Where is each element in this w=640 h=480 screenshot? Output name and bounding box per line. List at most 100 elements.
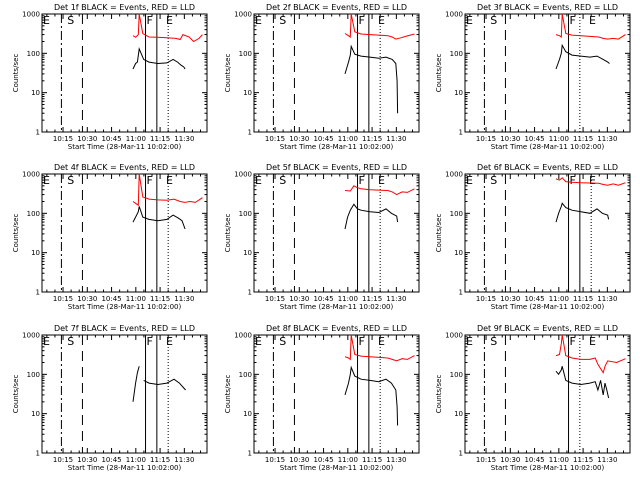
x-tick-label: 10:30 — [77, 456, 97, 464]
event-marker-label: S — [490, 174, 497, 187]
x-tick-label: 11:15 — [362, 135, 382, 143]
series-line — [344, 13, 415, 40]
x-tick-label: 11:30 — [386, 135, 406, 143]
event-marker-label: F — [359, 335, 365, 348]
x-axis-label: Start Time (28-Mar-11 10:02:00) — [491, 303, 605, 311]
event-marker-label: E — [43, 174, 50, 187]
detector-panel-4: Det 4f BLACK = Events, RED = LLD 1 10 100 10… — [12, 163, 208, 311]
plot-frame — [41, 13, 208, 133]
event-marker-label: S — [67, 14, 74, 27]
panel-title: Det 3f BLACK = Events, RED = LLD — [477, 3, 618, 12]
series-line — [344, 44, 399, 114]
y-tick-label: 1 — [248, 450, 252, 458]
x-tick-label: 10:45 — [313, 135, 333, 143]
x-tick-label: 11:00 — [549, 295, 569, 303]
event-marker-label: S — [279, 335, 286, 348]
detector-panel-7: Det 7f BLACK = Events, RED = LLD 1 10 100 10… — [12, 324, 208, 472]
y-tick-label: 1000 — [234, 332, 252, 340]
event-marker-label: E — [466, 335, 473, 348]
x-tick-label: 11:15 — [150, 295, 170, 303]
y-tick-label: 100 — [450, 210, 463, 218]
detector-panel-5: Det 5f BLACK = Events, RED = LLD 1 10 100 10… — [224, 163, 420, 311]
x-axis-label: Start Time (28-Mar-11 10:02:00) — [491, 143, 605, 151]
event-marker-label: F — [570, 14, 576, 27]
x-tick-label: 10:15 — [265, 135, 285, 143]
x-tick-label: 11:30 — [174, 135, 194, 143]
plot-frame — [464, 173, 631, 293]
y-tick-label: 100 — [450, 371, 463, 379]
x-tick-label: 10:15 — [53, 135, 73, 143]
event-marker-label: E — [378, 174, 385, 187]
y-tick-label: 10 — [243, 89, 252, 97]
y-tick-label: 1000 — [234, 11, 252, 19]
series-line — [555, 202, 610, 223]
x-tick-label: 10:30 — [500, 456, 520, 464]
x-tick-label: 11:00 — [126, 456, 146, 464]
x-axis-label: Start Time (28-Mar-11 10:02:00) — [68, 303, 182, 311]
x-tick-label: 10:30 — [500, 135, 520, 143]
event-marker-label: S — [490, 14, 497, 27]
event-marker-label: S — [490, 335, 497, 348]
detector-panel-2: Det 2f BLACK = Events, RED = LLD 1 10 100 10… — [224, 3, 420, 151]
x-tick-label: 10:30 — [77, 135, 97, 143]
x-axis-label: Start Time (28-Mar-11 10:02:00) — [491, 464, 605, 472]
x-tick-label: 10:45 — [313, 295, 333, 303]
x-tick-label: 10:30 — [289, 295, 309, 303]
event-marker-label: E — [589, 335, 596, 348]
x-tick-label: 11:30 — [174, 295, 194, 303]
y-axis-label: Counts/sec — [435, 375, 443, 414]
panel-title: Det 4f BLACK = Events, RED = LLD — [54, 163, 195, 172]
x-tick-label: 10:15 — [476, 135, 496, 143]
plot-frame — [41, 173, 208, 293]
series-line — [555, 43, 610, 70]
event-marker-label: F — [147, 14, 153, 27]
x-tick-label: 11:30 — [597, 295, 617, 303]
panel-title: Det 7f BLACK = Events, RED = LLD — [54, 324, 195, 333]
panel-title: Det 1f BLACK = Events, RED = LLD — [54, 3, 195, 12]
y-axis-label: Counts/sec — [224, 54, 232, 93]
x-tick-label: 11:30 — [597, 135, 617, 143]
plot-frame — [253, 13, 420, 133]
y-tick-label: 1 — [459, 289, 463, 297]
event-marker-label: S — [279, 14, 286, 27]
event-marker-label: E — [589, 174, 596, 187]
event-marker-label: S — [67, 174, 74, 187]
event-marker-label: E — [378, 14, 385, 27]
series-line — [132, 13, 203, 43]
y-tick-label: 10 — [31, 89, 40, 97]
x-tick-label: 10:15 — [476, 295, 496, 303]
panel-title: Det 8f BLACK = Events, RED = LLD — [266, 324, 407, 333]
x-tick-label: 10:45 — [524, 295, 544, 303]
y-tick-label: 100 — [27, 371, 40, 379]
y-tick-label: 10 — [31, 410, 40, 418]
event-marker-label: F — [359, 14, 365, 27]
x-tick-label: 10:45 — [101, 135, 121, 143]
x-tick-label: 11:30 — [597, 456, 617, 464]
x-axis-label: Start Time (28-Mar-11 10:02:00) — [280, 143, 394, 151]
x-tick-label: 11:00 — [549, 456, 569, 464]
event-marker-label: E — [466, 14, 473, 27]
series-line — [555, 13, 626, 40]
y-axis-label: Counts/sec — [12, 375, 20, 414]
x-axis-label: Start Time (28-Mar-11 10:02:00) — [280, 303, 394, 311]
x-tick-label: 11:00 — [338, 135, 358, 143]
x-tick-label: 10:45 — [101, 456, 121, 464]
x-tick-label: 11:00 — [126, 135, 146, 143]
y-axis-label: Counts/sec — [435, 54, 443, 93]
event-marker-label: F — [570, 174, 576, 187]
series-line — [344, 185, 415, 196]
x-axis-label: Start Time (28-Mar-11 10:02:00) — [68, 143, 182, 151]
y-tick-label: 1 — [36, 289, 40, 297]
x-tick-label: 11:15 — [573, 456, 593, 464]
y-tick-label: 10 — [454, 89, 463, 97]
y-axis-label: Counts/sec — [224, 214, 232, 253]
y-tick-label: 100 — [27, 50, 40, 58]
series-line — [344, 203, 399, 230]
series-line — [132, 47, 186, 70]
y-tick-label: 1000 — [22, 11, 40, 19]
plot-frame — [464, 334, 631, 454]
series-line — [132, 173, 203, 207]
panel-title: Det 9f BLACK = Events, RED = LLD — [477, 324, 618, 333]
y-axis-label: Counts/sec — [12, 54, 20, 93]
